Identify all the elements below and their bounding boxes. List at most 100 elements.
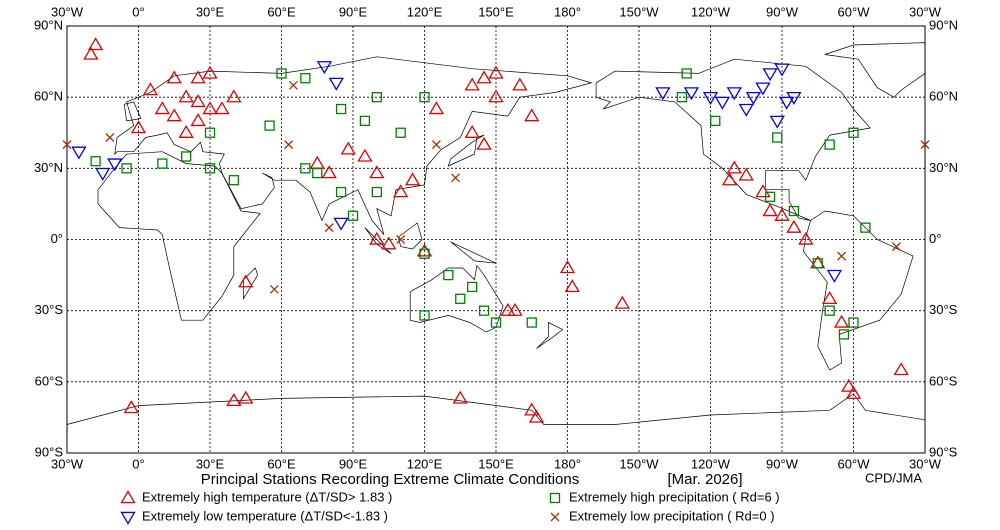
lat-label-right: 60°N: [929, 89, 958, 104]
lon-label-bottom: 60°E: [267, 456, 296, 471]
lon-label-top: 30°W: [909, 4, 942, 19]
station-marker: [745, 91, 762, 105]
station-marker: [238, 274, 254, 288]
legend: Extremely high temperature (ΔT/SD> 1.83 …: [120, 489, 780, 525]
station-marker: [71, 146, 87, 160]
station-marker: [431, 140, 441, 150]
station-marker: [526, 317, 537, 328]
lon-label-bottom: 90°W: [766, 456, 799, 471]
lat-label-right: 30°N: [929, 160, 958, 175]
station-marker: [488, 65, 504, 79]
lat-label-right: 0°: [929, 231, 941, 246]
station-marker: [154, 101, 170, 115]
station-marker: [288, 80, 298, 90]
station-marker: [340, 141, 356, 155]
station-marker: [721, 172, 738, 186]
lat-label-right: 60°S: [929, 373, 958, 388]
legend-label: Extremely high precipitation ( Rd=6 ): [569, 489, 780, 504]
lon-label-top: 180°: [554, 4, 581, 19]
station-marker: [202, 65, 218, 79]
station-marker: [826, 269, 843, 283]
station-marker: [893, 362, 909, 376]
landmass: [397, 222, 423, 250]
credit: CPD/JMA: [865, 470, 922, 485]
station-marker: [369, 165, 385, 179]
stations: [62, 37, 930, 423]
lon-label-bottom: 150°E: [478, 456, 514, 471]
lat-label-left: 30°N: [34, 160, 63, 175]
station-marker: [848, 317, 859, 328]
legend-label: Extremely low temperature (ΔT/SD<-1.83 ): [142, 508, 388, 523]
station-marker: [451, 173, 460, 183]
lon-label-bottom: 120°E: [407, 456, 443, 471]
station-marker: [455, 293, 466, 304]
station-marker: [762, 203, 778, 217]
landmass: [447, 134, 485, 167]
legend-label: Extremely high temperature (ΔT/SD> 1.83 …: [142, 489, 392, 504]
station-marker: [655, 87, 671, 101]
station-marker: [202, 101, 218, 115]
station-marker: [190, 70, 206, 84]
station-marker: [726, 160, 742, 174]
station-marker: [822, 291, 838, 305]
station-marker: [524, 402, 540, 416]
station-marker: [564, 279, 580, 293]
station-marker: [798, 231, 814, 245]
station-marker: [428, 101, 445, 115]
station-marker: [452, 390, 468, 404]
lon-label-top: 150°W: [619, 4, 659, 19]
legend-symbol: [550, 512, 560, 522]
station-marker: [121, 163, 132, 174]
station-marker: [419, 310, 430, 321]
station-marker: [416, 243, 433, 257]
lat-label-left: 90°S: [35, 444, 64, 459]
station-marker: [845, 385, 862, 399]
station-marker: [381, 236, 397, 250]
station-marker: [920, 140, 930, 150]
station-marker: [284, 140, 294, 150]
lon-label-top: 60°W: [838, 4, 871, 19]
station-marker: [467, 281, 478, 293]
station-marker: [772, 132, 783, 143]
station-marker: [87, 37, 104, 51]
station-marker: [838, 329, 850, 340]
station-marker: [359, 115, 371, 127]
station-marker: [824, 139, 835, 150]
lon-label-bottom: 30°W: [51, 456, 84, 471]
station-marker: [683, 87, 700, 101]
station-marker: [714, 96, 731, 110]
station-marker: [214, 101, 230, 115]
station-marker: [860, 222, 871, 233]
station-marker: [812, 258, 823, 269]
lon-label-top: 90°W: [766, 4, 799, 19]
landmass: [595, 58, 871, 221]
station-marker: [774, 207, 790, 221]
lat-label-right: 30°S: [929, 302, 958, 317]
station-marker: [324, 223, 334, 233]
station-marker: [478, 305, 490, 316]
lon-label-top: 120°E: [407, 4, 443, 19]
station-marker: [614, 295, 630, 309]
station-marker: [90, 156, 101, 167]
station-marker: [226, 393, 242, 407]
legend-symbol: [549, 492, 561, 504]
station-marker: [166, 108, 182, 122]
lat-label-left: 0°: [51, 231, 63, 246]
station-marker: [786, 91, 802, 105]
station-marker: [83, 46, 99, 60]
lon-label-top: 0°: [132, 4, 144, 19]
lat-label-right: 90°N: [929, 17, 958, 32]
station-marker: [786, 219, 802, 233]
station-marker: [276, 68, 287, 79]
legend-symbol: [120, 511, 136, 525]
station-marker: [264, 120, 275, 131]
station-marker: [107, 158, 123, 172]
lon-label-top: 30°W: [51, 4, 84, 19]
station-marker: [726, 87, 742, 101]
station-marker: [181, 151, 192, 162]
station-marker: [891, 242, 901, 252]
station-marker: [507, 302, 523, 316]
lon-label-bottom: 90°E: [339, 456, 368, 471]
station-marker: [755, 82, 771, 96]
landmass: [803, 210, 914, 371]
